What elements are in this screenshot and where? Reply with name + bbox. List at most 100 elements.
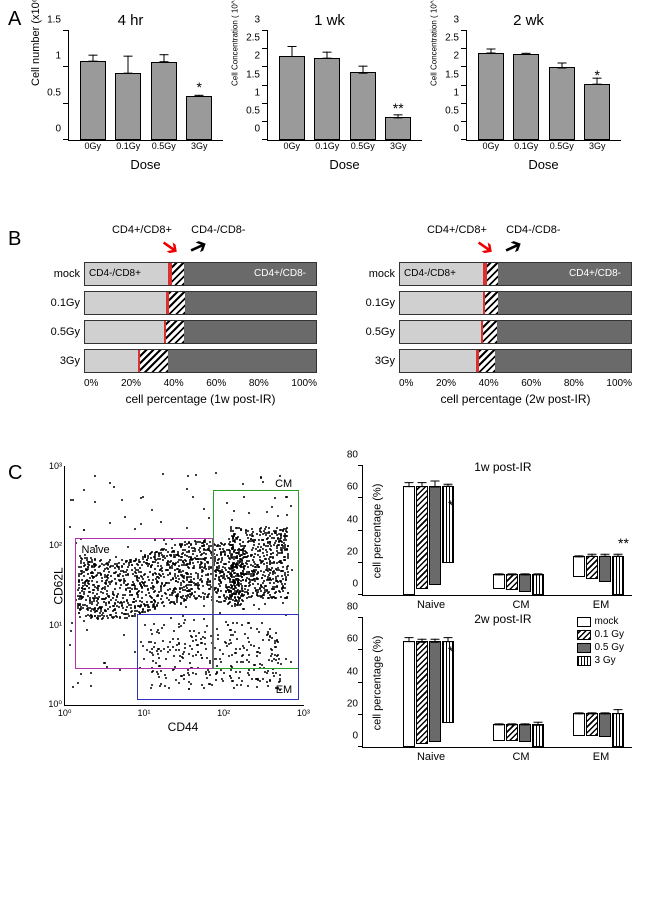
segment-cd4p8m [185,292,316,314]
y-tick-label: 1.5 [445,69,467,80]
legend: mock0.1 Gy0.5 Gy3 Gy [577,616,624,668]
y-tick-label: 1 [254,87,268,98]
panel-c: C CD62L 10⁰10⁰10¹10¹10²10²10³10³NaiveCME… [12,466,635,770]
bar [506,574,518,590]
legend-swatch [577,617,591,627]
y-tick-label: 0.5 [47,87,69,98]
y-tick-label: 40 [347,666,363,677]
stacked-bar-plot: CD4+/CD8+CD4-/CD8-➔➔mockCD4-/CD8+CD4+/CD… [357,232,632,406]
y-tick-label: 20 [347,546,363,557]
bar [493,724,505,740]
error-bar [561,63,562,69]
x-tick-label: 100% [291,378,317,389]
stacked-bar-plot: CD4+/CD8+CD4-/CD8-➔➔mockCD4-/CD8+CD4+/CD… [42,232,317,406]
legend-swatch [577,643,591,653]
error-bar [512,573,513,575]
y-tick-label: 2 [254,51,268,62]
bar [403,641,415,747]
x-tick-label: 20% [121,378,141,389]
bar [506,724,518,740]
panel-b-row: CD4+/CD8+CD4-/CD8-➔➔mockCD4-/CD8+CD4+/CD… [42,232,635,406]
x-tick-label: 0.5Gy [152,139,176,151]
axes: 1w post-IR020406080NaiveCMEM*** [362,466,632,596]
label-cd4p-cd8p: CD4+/CD8+ [112,224,172,236]
significance-marker: * [448,643,453,659]
x-tick-label: EM [593,747,610,763]
x-tick-label: 0Gy [479,139,503,151]
error-bar [422,482,423,487]
stack-row: 0.1Gy [42,291,317,315]
row-label: 0.1Gy [357,297,399,309]
segment-cd4p8m [498,292,631,314]
x-tick-label: 10⁰ [58,705,72,719]
stacked-bar: CD4-/CD8+CD4+/CD8- [399,262,632,286]
stack-x-axis: 0%20%40%60%80%100% [84,378,317,389]
bar [429,486,441,585]
x-tick-label: 0.5Gy [351,139,375,151]
y-tick-label: 2.5 [445,33,467,44]
stack-row: 3Gy [42,349,317,373]
x-tick-label: 80% [249,378,269,389]
bar: 0Gy [279,56,305,140]
stack-row: mockCD4-/CD8+CD4+/CD8- [357,262,632,286]
y-tick-label: 3 [453,15,467,26]
segment-cd4m8p [400,350,476,372]
y-tick-label: 80 [347,450,363,461]
group-plots: cell percentage (%)1w post-IR020406080Na… [332,466,632,770]
x-tick-label: 60% [521,378,541,389]
bar [532,574,544,595]
y-tick-label: 20 [347,698,363,709]
error-bar [435,481,436,488]
bar [519,574,531,592]
grouped-bar-plot: cell percentage (%)2w post-IR020406080Na… [332,618,632,748]
stack-row: 0.5Gy [42,320,317,344]
y-tick-label: 1 [453,87,467,98]
x-axis-label: Dose [267,157,422,172]
x-tick-label: 10² [217,705,230,718]
legend-swatch [577,656,591,666]
significance-marker: * [595,67,600,83]
segment-cd4m8p [85,292,166,314]
x-tick-label: 3Gy [386,139,410,151]
segment-cd4m8p [85,321,164,343]
grouped-bar-plot: cell percentage (%)1w post-IR020406080Na… [332,466,632,596]
bar: 0Gy [80,61,106,140]
y-tick-label: 2 [453,51,467,62]
segment-cd4m8m [479,350,495,372]
error-bar [362,66,363,73]
x-tick-label: 0Gy [81,139,105,151]
segment-cd4m8m [485,292,498,314]
gate-label: CM [273,477,294,491]
x-tick-label: 0.5Gy [550,139,574,151]
bar-cluster [493,574,544,595]
segment-cd4p8m [495,350,631,372]
error-bar [618,554,619,557]
bar: 0.1Gy [115,73,141,140]
bar-cluster [403,486,454,595]
error-bar [605,554,606,557]
row-label: 0.1Gy [42,297,84,309]
x-tick-label: CM [512,595,529,611]
segment-cd4m8m [487,263,499,285]
error-bar [409,482,410,487]
segment-cd4p8m [498,263,631,285]
x-tick-label: EM [593,595,610,611]
bar-cluster [573,556,624,595]
error-bar [128,55,129,73]
gate-em: EM [137,614,300,700]
x-tick-label: 3Gy [585,139,609,151]
segment-cd4m8p [400,292,483,314]
bar [416,486,428,588]
stack-x-axis: 0%20%40%60%80%100% [399,378,632,389]
bar: 0.1Gy [513,54,539,140]
error-bar [592,554,593,557]
x-tick-label: CM [512,747,529,763]
plot-title: 1w post-IR [474,460,531,474]
error-bar [525,573,526,575]
y-tick-label: 0 [352,579,363,590]
significance-marker: ** [618,535,629,551]
stack-row: 0.1Gy [357,291,632,315]
x-axis-label: Dose [466,157,621,172]
y-tick-label: 80 [347,602,363,613]
x-axis-label: Dose [68,157,223,172]
